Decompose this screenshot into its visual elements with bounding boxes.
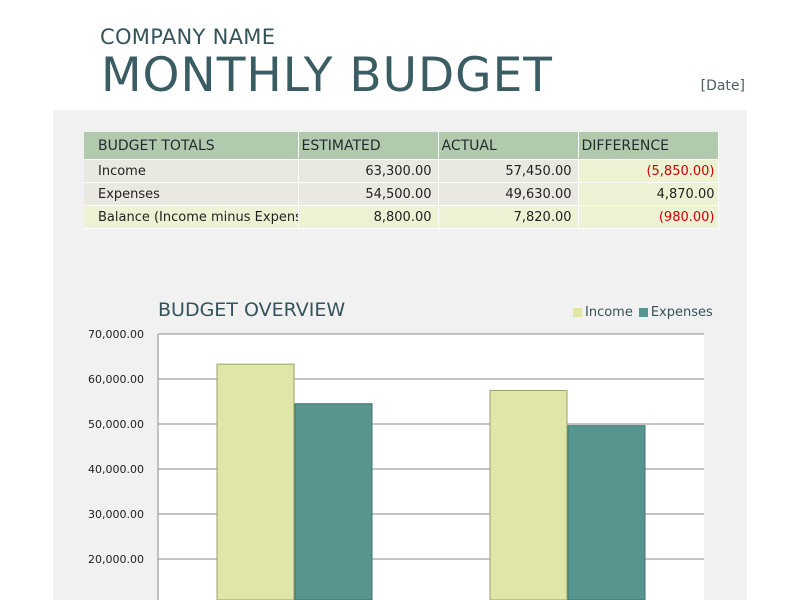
chart-title: BUDGET OVERVIEW [158, 299, 346, 321]
bar-expenses-1 [294, 403, 373, 600]
budget-totals-table: BUDGET TOTALS ESTIMATED ACTUAL DIFFERENC… [84, 132, 719, 229]
legend-label-income: Income [585, 305, 633, 320]
table-row-balance: Balance (Income minus Expenses) 8,800.00… [84, 205, 719, 229]
cell-actual[interactable]: 7,820.00 [438, 205, 579, 229]
y-tick-label: 20,000.00 [88, 553, 144, 566]
header-difference[interactable]: DIFFERENCE [578, 132, 719, 160]
legend-swatch-income [573, 308, 582, 317]
cell-estimated[interactable]: 54,500.00 [298, 182, 439, 206]
y-tick-label: 50,000.00 [88, 418, 144, 431]
header-actual[interactable]: ACTUAL [438, 132, 579, 160]
y-tick-label: 30,000.00 [88, 508, 144, 521]
cell-actual[interactable]: 57,450.00 [438, 159, 579, 183]
y-tick-label: 40,000.00 [88, 463, 144, 476]
header-estimated[interactable]: ESTIMATED [298, 132, 439, 160]
table-row-expenses: Expenses 54,500.00 49,630.00 4,870.00 [84, 182, 719, 206]
cell-estimated[interactable]: 63,300.00 [298, 159, 439, 183]
table-row-income: Income 63,300.00 57,450.00 (5,850.00) [84, 159, 719, 183]
y-tick-label: 70,000.00 [88, 328, 144, 341]
company-name: COMPANY NAME [100, 25, 276, 49]
cell-label[interactable]: Income [84, 159, 299, 183]
legend-label-expenses: Expenses [650, 305, 713, 320]
y-tick-label: 60,000.00 [88, 373, 144, 386]
page-title: MONTHLY BUDGET [101, 48, 554, 103]
date-field[interactable]: [Date] [700, 78, 745, 94]
cell-label[interactable]: Expenses [84, 182, 299, 206]
bar-expenses-2 [567, 425, 646, 600]
legend-swatch-expenses [638, 308, 648, 317]
cell-difference[interactable]: (980.00) [578, 205, 719, 229]
legend-item-income: Income [573, 305, 633, 320]
cell-actual[interactable]: 49,630.00 [438, 182, 579, 206]
bar-income-2 [489, 389, 568, 600]
header-budget-totals[interactable]: BUDGET TOTALS [84, 132, 299, 160]
cell-estimated[interactable]: 8,800.00 [298, 205, 439, 229]
cell-label[interactable]: Balance (Income minus Expenses) [84, 205, 299, 229]
bar-income-1 [216, 363, 295, 600]
cell-difference[interactable]: 4,870.00 [578, 182, 719, 206]
cell-difference[interactable]: (5,850.00) [578, 159, 719, 183]
table-header-row: BUDGET TOTALS ESTIMATED ACTUAL DIFFERENC… [84, 132, 719, 160]
legend-item-expenses: Expenses [638, 305, 713, 320]
chart-legend: Income Expenses [573, 305, 719, 320]
